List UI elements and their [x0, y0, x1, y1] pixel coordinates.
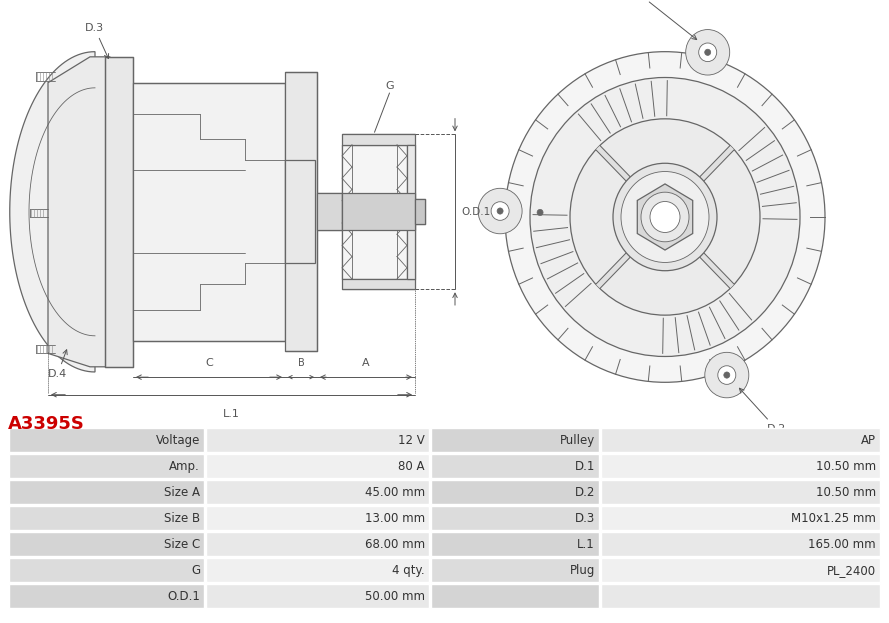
Bar — [9, 506, 204, 530]
Circle shape — [641, 192, 689, 242]
Text: D.4: D.4 — [48, 350, 68, 379]
Circle shape — [570, 119, 760, 315]
Circle shape — [491, 202, 509, 221]
Text: 12 V: 12 V — [398, 434, 425, 447]
Text: A3395S: A3395S — [8, 415, 84, 433]
Text: AP: AP — [861, 434, 876, 447]
Polygon shape — [48, 57, 110, 367]
Circle shape — [531, 203, 549, 222]
Polygon shape — [637, 184, 693, 250]
Bar — [206, 428, 429, 452]
Bar — [431, 584, 599, 608]
Text: O.D.1: O.D.1 — [167, 589, 200, 602]
Circle shape — [505, 52, 825, 383]
Bar — [431, 532, 599, 556]
Polygon shape — [317, 193, 342, 231]
Bar — [206, 480, 429, 504]
Text: B: B — [298, 358, 304, 368]
Bar — [9, 454, 204, 478]
Bar — [9, 428, 204, 452]
Text: G: G — [385, 81, 394, 91]
Bar — [431, 454, 599, 478]
Circle shape — [705, 353, 749, 398]
Text: Plug: Plug — [570, 564, 595, 576]
Text: 45.00 mm: 45.00 mm — [364, 485, 425, 498]
Polygon shape — [407, 145, 415, 279]
Polygon shape — [133, 83, 285, 341]
Text: Size B: Size B — [164, 511, 200, 525]
Polygon shape — [105, 57, 133, 367]
Text: G: G — [191, 564, 200, 576]
Bar — [431, 480, 599, 504]
Text: 68.00 mm: 68.00 mm — [364, 538, 425, 551]
Circle shape — [497, 208, 503, 214]
Circle shape — [530, 77, 800, 356]
Circle shape — [650, 201, 680, 232]
Bar — [9, 480, 204, 504]
Text: PL_2400: PL_2400 — [827, 564, 876, 576]
Text: 10.50 mm: 10.50 mm — [816, 485, 876, 498]
Text: Voltage: Voltage — [156, 434, 200, 447]
Text: L.1: L.1 — [223, 409, 240, 419]
Polygon shape — [285, 72, 317, 351]
Bar — [206, 532, 429, 556]
Polygon shape — [342, 279, 415, 289]
Bar — [601, 506, 880, 530]
Circle shape — [478, 188, 522, 234]
Bar — [601, 480, 880, 504]
Text: Size A: Size A — [164, 485, 200, 498]
Polygon shape — [10, 52, 95, 372]
Text: D.1: D.1 — [574, 460, 595, 473]
Text: D.3: D.3 — [575, 511, 595, 525]
Text: 10.50 mm: 10.50 mm — [816, 460, 876, 473]
Bar — [9, 584, 204, 608]
Bar — [9, 532, 204, 556]
Text: 13.00 mm: 13.00 mm — [364, 511, 425, 525]
Text: 50.00 mm: 50.00 mm — [365, 589, 425, 602]
Bar — [601, 454, 880, 478]
Bar — [601, 532, 880, 556]
Circle shape — [699, 43, 717, 62]
Text: 165.00 mm: 165.00 mm — [808, 538, 876, 551]
Circle shape — [717, 366, 736, 384]
Text: D.1: D.1 — [628, 0, 697, 40]
Bar — [601, 428, 880, 452]
Bar — [206, 584, 429, 608]
Text: C: C — [205, 358, 212, 368]
Text: D.2: D.2 — [740, 388, 786, 434]
Text: M10x1.25 mm: M10x1.25 mm — [791, 511, 876, 525]
Text: L.1: L.1 — [577, 538, 595, 551]
Polygon shape — [342, 135, 415, 145]
Circle shape — [724, 372, 730, 378]
Circle shape — [685, 29, 730, 75]
Bar — [206, 558, 429, 582]
Text: D.3: D.3 — [85, 23, 108, 59]
Bar — [601, 558, 880, 582]
Polygon shape — [342, 145, 407, 279]
Circle shape — [613, 163, 717, 271]
Text: 4 qty.: 4 qty. — [392, 564, 425, 576]
Circle shape — [621, 171, 709, 262]
Text: D.2: D.2 — [574, 485, 595, 498]
Text: A: A — [362, 358, 370, 368]
Bar — [431, 558, 599, 582]
Text: Size C: Size C — [164, 538, 200, 551]
Bar — [601, 584, 880, 608]
Text: Amp.: Amp. — [169, 460, 200, 473]
Text: Pulley: Pulley — [560, 434, 595, 447]
Text: 80 A: 80 A — [398, 460, 425, 473]
Circle shape — [705, 49, 710, 55]
Bar — [431, 506, 599, 530]
Polygon shape — [342, 193, 415, 231]
Bar — [9, 558, 204, 582]
Circle shape — [537, 209, 543, 216]
Bar — [206, 454, 429, 478]
Polygon shape — [285, 160, 315, 264]
Bar — [431, 428, 599, 452]
Polygon shape — [415, 199, 425, 224]
Bar — [206, 506, 429, 530]
Text: O.D.1: O.D.1 — [461, 207, 490, 217]
